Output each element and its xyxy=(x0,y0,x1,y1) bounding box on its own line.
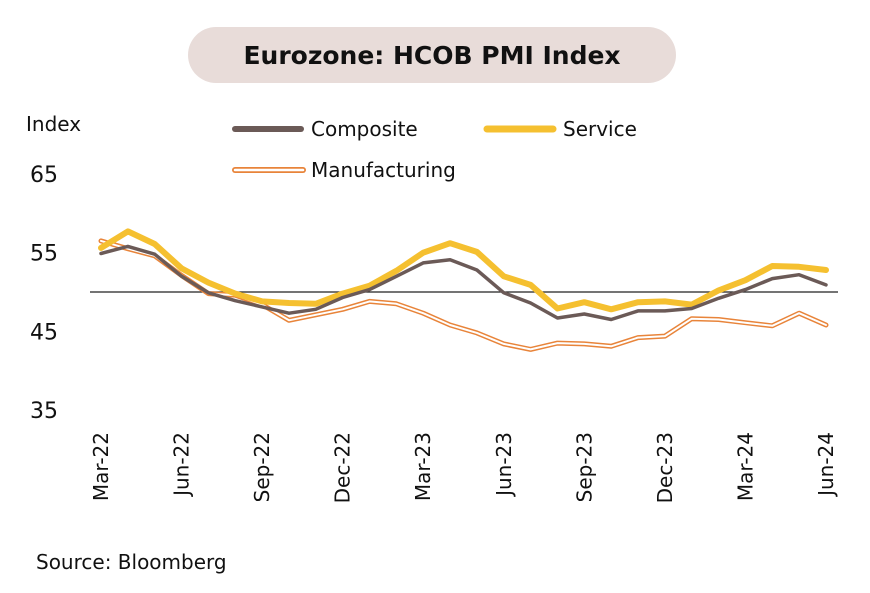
y-tick-label: 55 xyxy=(30,242,58,267)
x-tick-label: Jun-23 xyxy=(492,432,516,498)
y-tick-label: 45 xyxy=(30,320,58,345)
x-tick-label: Jun-24 xyxy=(814,432,838,498)
source-note: Source: Bloomberg xyxy=(36,550,227,574)
series-line-manufacturing-inner xyxy=(100,239,827,351)
x-tick-label: Mar-23 xyxy=(411,432,435,501)
x-tick-group: Mar-22 Jun-22 Sep-22 Dec-22 Mar-23 Jun-23 Sep-… xyxy=(89,432,838,503)
series-line-manufacturing xyxy=(98,238,829,352)
legend-label-manufacturing: Manufacturing xyxy=(311,158,456,182)
legend: Composite Service Manufacturing xyxy=(232,117,637,182)
x-tick-label: Dec-22 xyxy=(331,432,355,503)
x-tick-label: Mar-22 xyxy=(89,432,113,501)
series-group xyxy=(98,228,829,352)
x-tick-label: Sep-22 xyxy=(250,432,274,502)
x-tick-label: Sep-23 xyxy=(572,432,596,502)
y-tick-label: 35 xyxy=(30,399,58,424)
legend-label-composite: Composite xyxy=(311,117,418,141)
series-line-composite xyxy=(99,244,828,322)
x-tick-label: Jun-22 xyxy=(170,432,194,498)
y-tick-label: 65 xyxy=(30,163,58,188)
legend-label-service: Service xyxy=(563,117,637,141)
series-line-service xyxy=(98,228,829,313)
y-axis-label: Index xyxy=(26,112,82,136)
chart-title: Eurozone: HCOB PMI Index xyxy=(188,27,676,83)
x-tick-label: Mar-24 xyxy=(733,432,757,501)
y-tick-group: 65 55 45 35 xyxy=(30,163,58,424)
x-tick-label: Dec-23 xyxy=(653,432,677,503)
